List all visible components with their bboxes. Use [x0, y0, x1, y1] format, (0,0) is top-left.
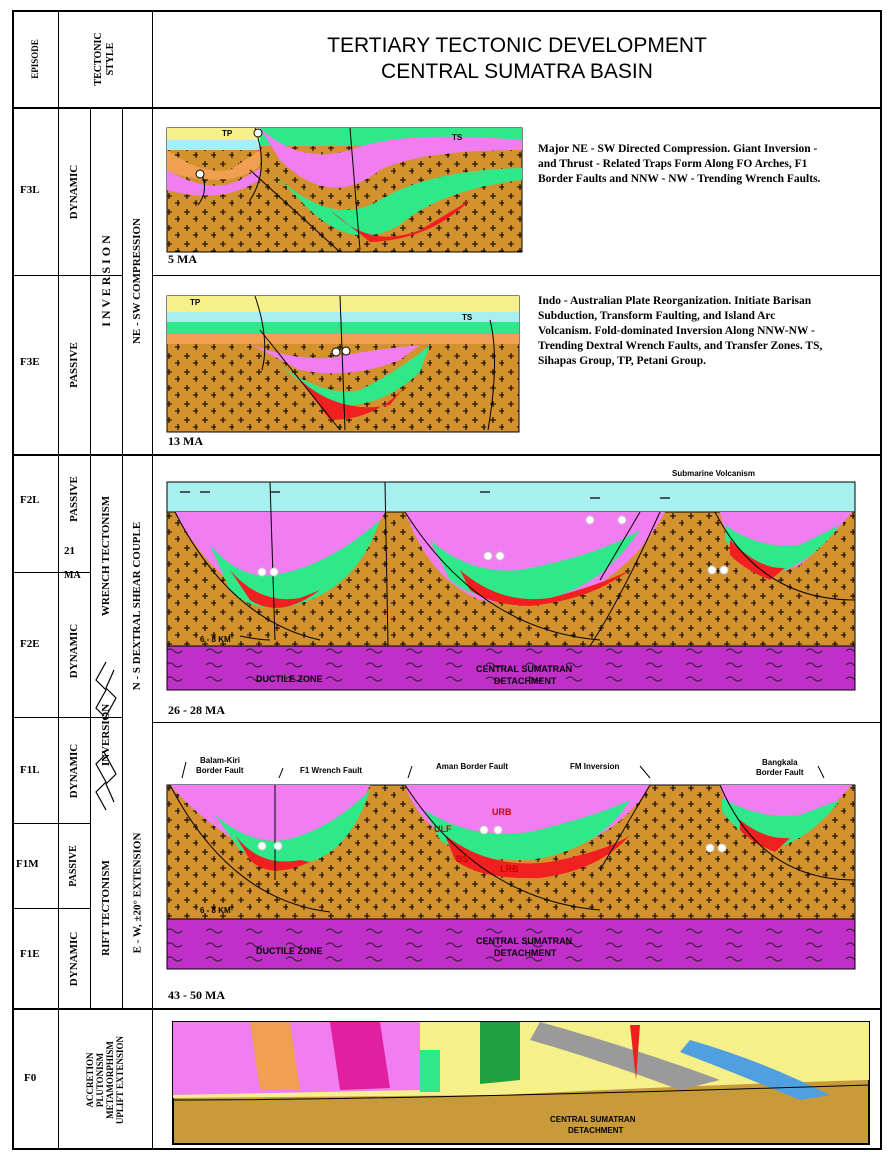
episode-f2l: F2L [20, 494, 40, 506]
episode-f1l: F1L [20, 764, 40, 776]
zigzag-arrows [95, 661, 117, 811]
row-divider-f1m [12, 908, 90, 909]
row-divider-f0 [12, 1008, 882, 1010]
col-divider-1 [58, 10, 59, 1150]
description-f3e: Indo - Australian Plate Reorganization. … [538, 295, 823, 367]
row-divider-f3 [12, 275, 122, 276]
row-divider-f2 [12, 454, 882, 456]
style-f1l: DYNAMIC [68, 743, 81, 798]
style-f1m: PASSIVE [68, 845, 79, 887]
row-divider-f1l [12, 823, 90, 824]
regime-wrench: WRENCH TECTONISM [100, 495, 112, 617]
episode-header: EPISODE [29, 38, 40, 79]
row-divider-p1 [152, 275, 882, 276]
style-f1e: DYNAMIC [68, 931, 81, 986]
episode-f0: F0 [24, 1072, 37, 1084]
style-f3l: DYNAMIC [68, 164, 81, 219]
tectonic-style-header: TECTONIC STYLE [93, 31, 116, 86]
description-f3l: Major NE - SW Directed Compression. Gian… [538, 143, 821, 185]
row-divider-header [12, 107, 882, 109]
style-f2l: PASSIVE [68, 476, 80, 522]
episode-f3e: F3E [20, 356, 40, 368]
style-f2l-age: 21 [64, 545, 75, 557]
episode-f1m: F1M [16, 858, 39, 870]
style-f0: ACCRETION PLUTONISM METAMORPHISM UPLIFT … [85, 1035, 125, 1125]
episode-f3l: F3L [20, 184, 40, 196]
age-p2: 13 MA [168, 434, 203, 448]
col-divider-2 [152, 10, 153, 1150]
row-divider-f1 [12, 717, 122, 718]
regime-extension: E - W, ±20° EXTENSION [131, 832, 143, 954]
age-p1: 5 MA [168, 252, 197, 266]
col-divider-3 [90, 108, 91, 1008]
regime-compression: NE - SW COMPRESSION [131, 217, 144, 345]
style-f2l-ma: MA [64, 570, 81, 581]
regime-rift: RIFT TECTONISM [100, 860, 113, 956]
style-f3e: PASSIVE [68, 342, 80, 388]
regime-dextral: N - S DEXTRAL SHEAR COUPLE [131, 521, 144, 691]
row-divider-f2l [12, 572, 90, 573]
chart-frame [12, 10, 882, 1150]
episode-f2e: F2E [20, 638, 40, 650]
regime-inversion-top: I N V E R S I O N [99, 235, 113, 327]
age-p4: 43 - 50 MA [168, 988, 225, 1002]
title-line-2: CENTRAL SUMATRA BASIN [381, 59, 653, 83]
episode-f1e: F1E [20, 948, 40, 960]
page-title: TERTIARY TECTONIC DEVELOPMENT CENTRAL SU… [152, 10, 882, 107]
style-f2e: DYNAMIC [68, 623, 81, 679]
age-p3: 26 - 28 MA [168, 703, 225, 717]
row-divider-p3 [152, 722, 882, 723]
col-divider-4 [122, 108, 123, 1008]
title-line-1: TERTIARY TECTONIC DEVELOPMENT [327, 33, 707, 57]
